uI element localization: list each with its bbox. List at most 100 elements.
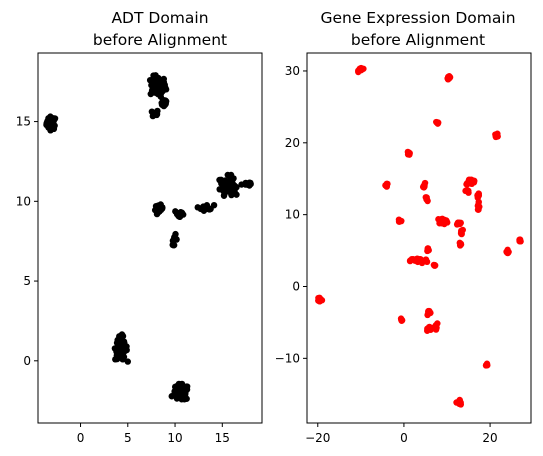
gene-cluster bbox=[382, 180, 391, 190]
gene-cluster bbox=[424, 245, 432, 255]
gene-cluster bbox=[462, 186, 472, 196]
gene-cluster bbox=[430, 261, 439, 269]
gene-cluster bbox=[444, 73, 454, 83]
adt-axes-frame bbox=[37, 52, 263, 424]
adt-point bbox=[169, 241, 176, 249]
adt-point bbox=[224, 171, 231, 179]
adt-title-line2: before Alignment bbox=[93, 31, 227, 49]
gene-expression-panel: Gene Expression Domain before Alignment … bbox=[275, 9, 532, 445]
gene-point bbox=[469, 178, 476, 185]
adt-cluster bbox=[216, 171, 240, 199]
gene-point bbox=[356, 66, 363, 73]
adt-cluster bbox=[169, 230, 180, 249]
gene-ticks: −20 0 20 −10 0 10 20 30 bbox=[275, 64, 498, 445]
adt-point bbox=[177, 209, 184, 216]
adt-panel: ADT Domain before Alignment 0 5 10 15 0 5 10 15 bbox=[16, 9, 263, 445]
gene-y-tick-label: 20 bbox=[285, 136, 300, 150]
adt-point bbox=[150, 72, 157, 79]
adt-point bbox=[147, 90, 154, 98]
adt-title-line1: ADT Domain bbox=[111, 9, 208, 27]
adt-points bbox=[43, 72, 254, 403]
adt-point bbox=[231, 184, 239, 191]
gene-cluster bbox=[424, 307, 434, 319]
adt-x-tick-label: 10 bbox=[167, 431, 182, 445]
adt-point bbox=[148, 77, 156, 85]
adt-y-tick-label: 5 bbox=[23, 274, 31, 288]
gene-point bbox=[457, 401, 465, 408]
adt-point bbox=[181, 393, 188, 401]
gene-point bbox=[383, 183, 390, 190]
gene-point bbox=[420, 182, 428, 189]
gene-point bbox=[482, 362, 490, 369]
gene-point bbox=[453, 221, 461, 228]
gene-point bbox=[404, 148, 412, 156]
gene-x-tick-label: 20 bbox=[482, 431, 497, 445]
adt-y-tick-label: 0 bbox=[23, 354, 31, 368]
adt-point bbox=[153, 210, 161, 218]
gene-cluster bbox=[474, 190, 483, 213]
adt-point bbox=[44, 120, 51, 127]
gene-title-line1: Gene Expression Domain bbox=[320, 9, 515, 27]
gene-cluster bbox=[424, 323, 437, 334]
gene-point bbox=[427, 309, 434, 317]
gene-point bbox=[423, 257, 430, 265]
gene-cluster bbox=[453, 219, 464, 228]
gene-point bbox=[396, 218, 403, 225]
gene-y-tick-label: 10 bbox=[285, 208, 300, 222]
adt-point bbox=[226, 186, 233, 193]
adt-point bbox=[172, 208, 179, 215]
adt-x-tick-label: 15 bbox=[215, 431, 230, 445]
gene-x-tick-label: −20 bbox=[305, 431, 330, 445]
adt-point bbox=[162, 84, 169, 91]
gene-point bbox=[434, 119, 441, 126]
gene-title-line2: before Alignment bbox=[351, 31, 485, 49]
adt-point bbox=[168, 393, 175, 400]
adt-cluster bbox=[168, 380, 191, 403]
gene-point bbox=[457, 240, 464, 248]
gene-point bbox=[474, 202, 482, 210]
adt-point bbox=[224, 178, 232, 185]
gene-cluster bbox=[482, 360, 491, 369]
gene-cluster bbox=[492, 130, 501, 141]
adt-point bbox=[194, 204, 201, 211]
adt-point bbox=[111, 345, 119, 352]
adt-point bbox=[155, 84, 162, 91]
adt-point bbox=[154, 107, 161, 115]
gene-point bbox=[424, 245, 432, 252]
gene-x-tick-label: 0 bbox=[400, 431, 408, 445]
adt-cluster bbox=[43, 113, 59, 134]
gene-point bbox=[398, 317, 406, 324]
adt-point bbox=[174, 393, 181, 400]
gene-point bbox=[492, 132, 499, 140]
adt-cluster bbox=[172, 208, 187, 220]
adt-point bbox=[48, 116, 55, 124]
adt-cluster bbox=[148, 107, 161, 120]
adt-x-tick-label: 0 bbox=[77, 431, 85, 445]
adt-point bbox=[115, 338, 122, 345]
adt-point bbox=[242, 180, 250, 187]
adt-cluster bbox=[194, 202, 218, 214]
gene-cluster bbox=[453, 396, 465, 408]
gene-cluster bbox=[397, 315, 406, 324]
gene-cluster bbox=[457, 226, 466, 238]
gene-axes-frame bbox=[306, 52, 532, 424]
adt-cluster bbox=[146, 72, 170, 100]
adt-point bbox=[153, 89, 161, 96]
gene-cluster bbox=[433, 118, 442, 127]
gene-y-tick-label: 0 bbox=[292, 279, 300, 293]
adt-point bbox=[171, 233, 178, 241]
gene-point bbox=[464, 187, 471, 195]
gene-cluster bbox=[435, 215, 451, 228]
adt-cluster bbox=[158, 96, 170, 110]
gene-point bbox=[446, 73, 453, 80]
gene-cluster bbox=[404, 148, 413, 158]
gene-point bbox=[516, 236, 523, 243]
adt-cluster bbox=[238, 179, 254, 189]
gene-point bbox=[474, 194, 481, 201]
gene-cluster bbox=[503, 246, 512, 257]
adt-point bbox=[117, 348, 125, 355]
gene-cluster bbox=[406, 255, 431, 267]
gene-point bbox=[437, 217, 444, 225]
gene-cluster bbox=[516, 236, 524, 245]
